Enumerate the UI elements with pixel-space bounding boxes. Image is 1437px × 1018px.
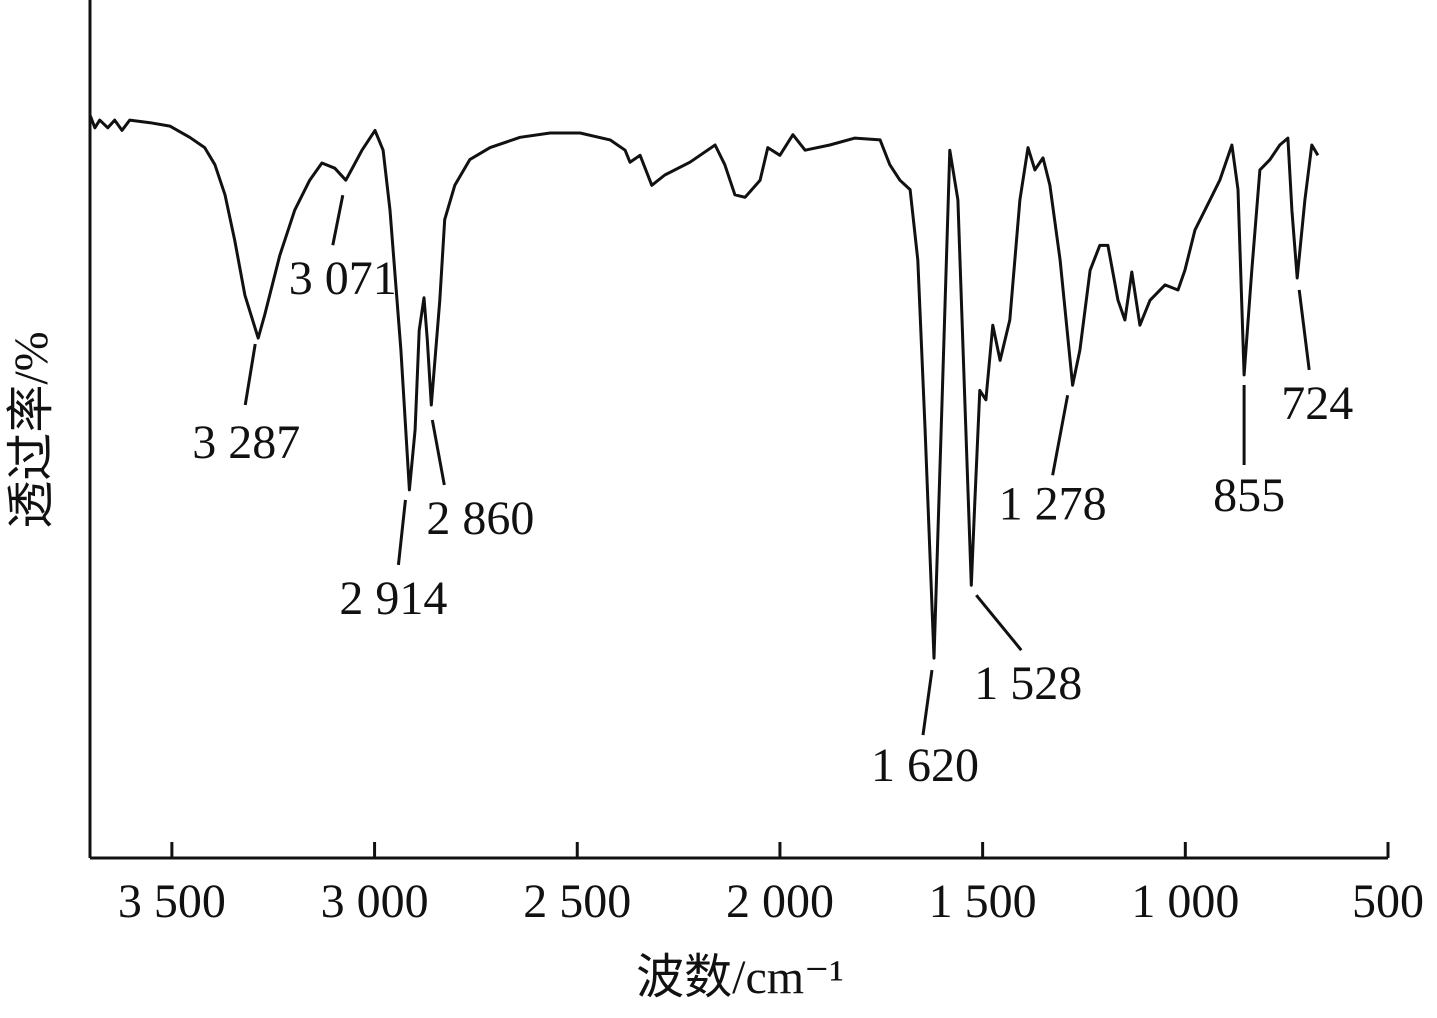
x-tick-label: 2 500: [523, 875, 631, 928]
peak-leader: [243, 343, 257, 406]
x-tick-label: 1 500: [929, 875, 1037, 928]
peak-label: 3 287: [192, 416, 300, 469]
x-axis-label: 波数/cm⁻¹: [636, 951, 844, 1004]
peak-leader: [921, 669, 934, 736]
x-tick-label: 2 000: [726, 875, 834, 928]
peak-leader: [1051, 394, 1070, 476]
peak-label: 1 620: [871, 739, 979, 792]
y-axis-label: 透过率/%: [5, 331, 58, 528]
peak-label: 1 278: [999, 477, 1107, 530]
x-tick-label: 1 000: [1131, 875, 1239, 928]
peak-label: 724: [1281, 377, 1353, 430]
x-tick-label: 3 500: [118, 875, 226, 928]
peak-leader: [975, 594, 1023, 652]
peak-label: 3 071: [289, 252, 397, 305]
peak-leader: [331, 194, 345, 246]
x-tick-label: 3 000: [321, 875, 429, 928]
peak-label: 1 528: [974, 657, 1082, 710]
peak-leader: [396, 499, 407, 566]
peak-label: 855: [1213, 469, 1285, 522]
peak-label: 2 860: [426, 492, 534, 545]
peak-leader: [430, 419, 446, 486]
peak-leader: [1297, 289, 1311, 371]
x-tick-label: 500: [1352, 875, 1424, 928]
spectrum-line: [88, 114, 1320, 660]
peak-label: 2 914: [339, 572, 447, 625]
